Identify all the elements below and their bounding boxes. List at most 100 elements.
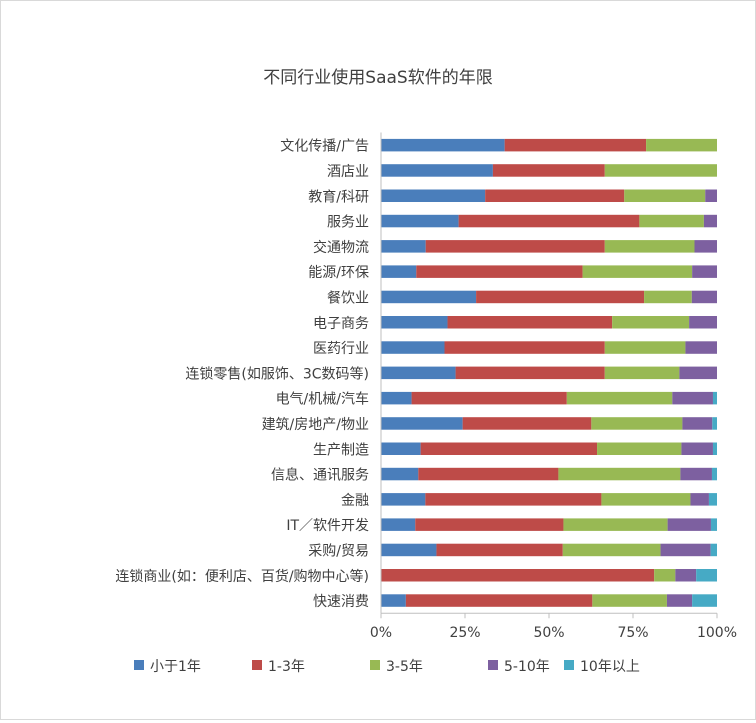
- category-label-8: 医药行业: [313, 341, 369, 357]
- bar-segment-row16-series4: [710, 543, 717, 557]
- bar-segment-row11-series3: [682, 417, 713, 430]
- bar-segment-row10-series3: [672, 391, 713, 405]
- bar-segment-row10-series1: [411, 391, 567, 405]
- bar-segment-row9-series3: [679, 366, 717, 380]
- bar-segment-row14-series0: [381, 493, 426, 506]
- x-axis-ticks: 0% 25% 50% 75% 100%: [370, 613, 737, 641]
- bar-segment-row18-series0: [381, 594, 406, 607]
- bar-segment-row16-series0: [381, 543, 437, 557]
- bar-segment-row17-series4: [696, 569, 717, 582]
- bar-segment-row6-series1: [476, 290, 645, 304]
- bar-segment-row4-series1: [425, 240, 605, 253]
- bar-segment-row14-series1: [425, 493, 602, 506]
- bar-segment-row14-series4: [708, 493, 717, 506]
- bar-segment-row3-series2: [639, 214, 704, 228]
- bar-segment-row9-series0: [381, 366, 456, 380]
- legend-label-3: 5-10年: [504, 659, 550, 675]
- bar-segment-row18-series2: [592, 594, 667, 607]
- bar-segment-row15-series4: [710, 518, 717, 531]
- bar-segment-row10-series2: [566, 391, 673, 405]
- category-label-6: 餐饮业: [327, 290, 369, 306]
- bar-segment-row15-series2: [563, 518, 668, 531]
- category-label-0: 文化传播/广告: [280, 139, 369, 155]
- bar-segment-row12-series3: [681, 442, 713, 455]
- bar-segment-row13-series2: [558, 467, 681, 481]
- bar-segment-row5-series0: [381, 265, 417, 278]
- bar-segment-row0-series1: [504, 138, 647, 152]
- category-label-12: 生产制造: [313, 442, 369, 458]
- bar-segment-row18-series1: [405, 594, 593, 607]
- bar-segment-row10-series4: [712, 391, 717, 405]
- category-label-15: IT／软件开发: [286, 518, 369, 534]
- bar-segment-row12-series0: [381, 442, 421, 455]
- bar-segment-row14-series3: [690, 493, 709, 506]
- bar-segment-row9-series1: [455, 366, 605, 380]
- bar-segment-row3-series1: [458, 214, 640, 228]
- bar-segment-row11-series4: [712, 417, 717, 430]
- category-label-1: 酒店业: [327, 164, 369, 180]
- chart-title: 不同行业使用SaaS软件的年限: [263, 67, 492, 88]
- bar-segment-row5-series1: [416, 265, 583, 278]
- bar-segment-row13-series4: [711, 467, 717, 481]
- bar-segment-row9-series2: [604, 366, 680, 380]
- bar-segment-row13-series1: [418, 467, 559, 481]
- bar-segment-row15-series1: [415, 518, 564, 531]
- legend-label-2: 3-5年: [386, 659, 423, 675]
- legend-swatch-1: [252, 660, 262, 670]
- bar-segment-row18-series3: [666, 594, 693, 607]
- bar-segment-row16-series3: [660, 543, 711, 557]
- bar-segment-row17-series1: [381, 569, 655, 582]
- category-label-11: 建筑/房地产/物业: [262, 417, 369, 433]
- bar-segment-row2-series2: [624, 189, 706, 202]
- bar-segment-row12-series1: [420, 442, 598, 455]
- bar-segment-row5-series2: [582, 265, 693, 278]
- category-label-9: 连锁零售(如服饰、3C数码等): [185, 365, 369, 382]
- bar-segment-row7-series3: [689, 316, 717, 329]
- legend-label-1: 1-3年: [268, 659, 305, 675]
- category-labels: 文化传播/广告酒店业教育/科研服务业交通物流能源/环保餐饮业电子商务医药行业连锁…: [115, 139, 369, 610]
- bar-segment-row1-series1: [492, 164, 605, 177]
- bar-segment-row7-series0: [381, 316, 448, 329]
- bar-segment-row2-series0: [381, 189, 486, 202]
- category-label-3: 服务业: [327, 215, 369, 231]
- x-tick-label-3: 75%: [617, 625, 648, 641]
- bar-segment-row4-series0: [381, 240, 426, 253]
- category-label-4: 交通物流: [313, 239, 369, 256]
- bar-segment-row3-series0: [381, 214, 459, 228]
- x-tick-label-1: 25%: [449, 625, 480, 641]
- bar-segment-row13-series0: [381, 467, 419, 481]
- bar-segment-row8-series3: [685, 341, 717, 354]
- bar-segment-row1-series0: [381, 164, 493, 177]
- bar-segment-row6-series0: [381, 290, 477, 304]
- category-label-10: 电气/机械/汽车: [276, 391, 369, 408]
- category-label-7: 电子商务: [313, 316, 369, 332]
- category-label-18: 快速消费: [313, 594, 369, 610]
- category-label-5: 能源/环保: [308, 265, 369, 281]
- bar-segment-row11-series2: [591, 417, 683, 430]
- bar-segment-row3-series3: [703, 214, 717, 228]
- bar-segment-row12-series4: [712, 442, 717, 455]
- category-label-13: 信息、通讯服务: [271, 467, 369, 484]
- bar-segment-row0-series2: [646, 138, 717, 152]
- legend-swatch-2: [370, 660, 380, 670]
- bar-segment-row7-series2: [612, 316, 690, 329]
- category-label-16: 采购/贸易: [308, 543, 369, 559]
- bar-segment-row11-series1: [462, 417, 592, 430]
- bar-segment-row16-series2: [562, 543, 661, 557]
- bar-segment-row14-series2: [601, 493, 691, 506]
- category-label-2: 教育/科研: [308, 189, 369, 205]
- bar-segment-row18-series4: [692, 594, 717, 607]
- bar-segment-row10-series0: [381, 391, 412, 405]
- bar-segment-row2-series3: [705, 189, 717, 202]
- legend-label-4: 10年以上: [580, 659, 640, 675]
- bar-segment-row6-series2: [644, 290, 692, 304]
- bar-segment-row8-series1: [444, 341, 605, 354]
- bars-group: [381, 138, 717, 607]
- category-label-17: 连锁商业(如：便利店、百货/购物中心等): [115, 568, 369, 585]
- bar-segment-row7-series1: [447, 316, 613, 329]
- x-tick-label-4: 100%: [697, 625, 737, 641]
- legend-label-0: 小于1年: [150, 659, 201, 675]
- bar-segment-row1-series2: [604, 164, 717, 177]
